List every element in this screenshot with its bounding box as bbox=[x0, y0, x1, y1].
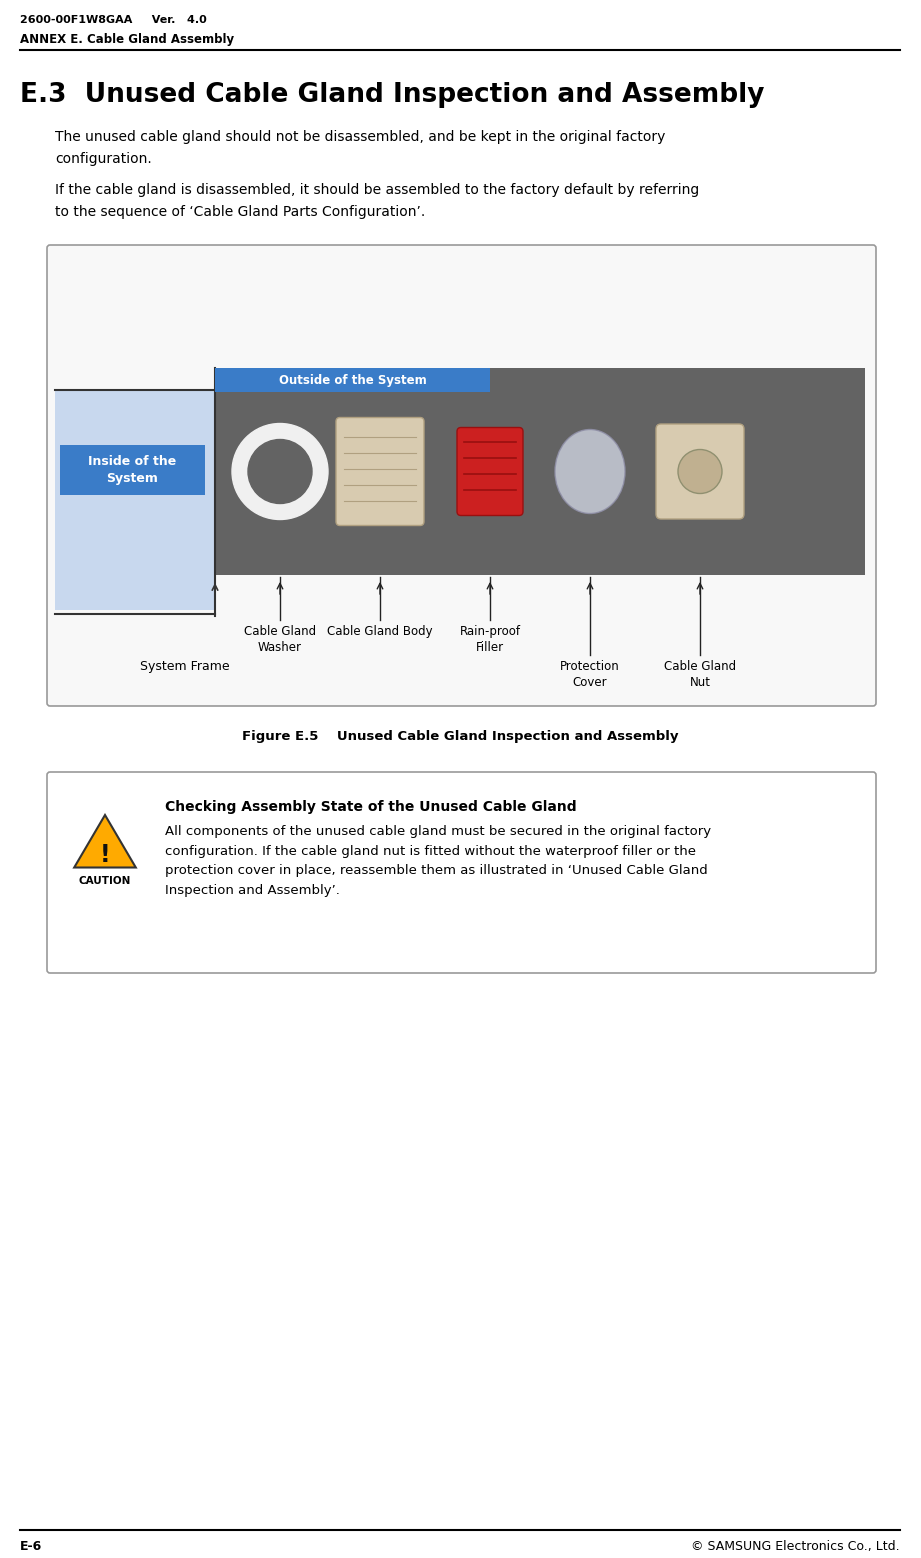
Text: © SAMSUNG Electronics Co., Ltd.: © SAMSUNG Electronics Co., Ltd. bbox=[692, 1539, 900, 1553]
Text: Cable Gland
Washer: Cable Gland Washer bbox=[244, 625, 316, 654]
Text: Inside of the
System: Inside of the System bbox=[88, 455, 177, 485]
Text: Figure E.5    Unused Cable Gland Inspection and Assembly: Figure E.5 Unused Cable Gland Inspection… bbox=[241, 731, 678, 743]
Text: Cable Gland
Nut: Cable Gland Nut bbox=[664, 661, 736, 689]
Bar bbox=[215, 368, 490, 393]
Bar bbox=[55, 390, 215, 611]
FancyBboxPatch shape bbox=[47, 773, 876, 974]
Text: All components of the unused cable gland must be secured in the original factory: All components of the unused cable gland… bbox=[165, 826, 711, 896]
Text: Cable Gland Body: Cable Gland Body bbox=[327, 625, 433, 637]
Text: CAUTION: CAUTION bbox=[79, 876, 131, 885]
FancyBboxPatch shape bbox=[457, 427, 523, 516]
Text: The unused cable gland should not be disassembled, and be kept in the original f: The unused cable gland should not be dis… bbox=[55, 129, 665, 165]
Circle shape bbox=[678, 450, 722, 494]
Text: ANNEX E. Cable Gland Assembly: ANNEX E. Cable Gland Assembly bbox=[20, 33, 234, 47]
Text: If the cable gland is disassembled, it should be assembled to the factory defaul: If the cable gland is disassembled, it s… bbox=[55, 182, 699, 218]
Circle shape bbox=[248, 439, 312, 503]
FancyBboxPatch shape bbox=[47, 245, 876, 706]
Circle shape bbox=[232, 424, 328, 519]
Text: !: ! bbox=[99, 843, 111, 866]
Polygon shape bbox=[75, 815, 135, 868]
Text: 2600-00F1W8GAA     Ver.   4.0: 2600-00F1W8GAA Ver. 4.0 bbox=[20, 16, 206, 25]
FancyBboxPatch shape bbox=[656, 424, 744, 519]
Text: System Frame: System Frame bbox=[140, 661, 229, 673]
Text: Protection
Cover: Protection Cover bbox=[560, 661, 620, 689]
Text: E.3  Unused Cable Gland Inspection and Assembly: E.3 Unused Cable Gland Inspection and As… bbox=[20, 83, 764, 108]
Text: Outside of the System: Outside of the System bbox=[279, 374, 426, 386]
Bar bbox=[60, 446, 205, 495]
Ellipse shape bbox=[555, 430, 625, 514]
Text: Rain-proof
Filler: Rain-proof Filler bbox=[460, 625, 520, 654]
Text: E-6: E-6 bbox=[20, 1539, 42, 1553]
FancyBboxPatch shape bbox=[336, 418, 424, 525]
Text: Checking Assembly State of the Unused Cable Gland: Checking Assembly State of the Unused Ca… bbox=[165, 799, 577, 813]
Bar bbox=[215, 368, 865, 575]
